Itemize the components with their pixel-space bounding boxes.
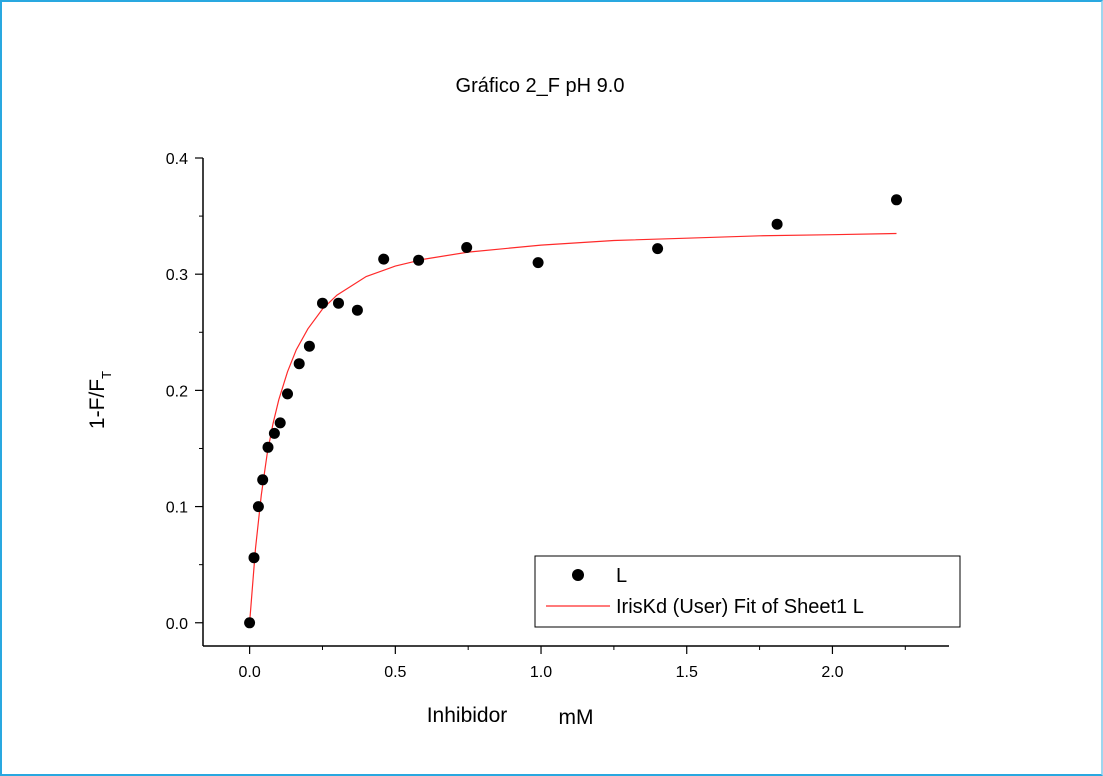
y-tick-label: 0.2 <box>166 383 188 400</box>
x-tick-label: 1.5 <box>676 664 698 681</box>
data-point <box>244 617 256 629</box>
data-point <box>303 340 315 352</box>
data-point <box>257 474 269 486</box>
data-point <box>532 257 544 269</box>
data-point <box>891 194 902 206</box>
y-tick-label: 0.1 <box>166 500 188 517</box>
x-axis-title: Inhibidor <box>427 704 508 727</box>
data-point <box>274 417 286 429</box>
legend: L IrisKd (User) Fit of Sheet1 L <box>534 555 961 628</box>
tick-marks <box>195 157 906 654</box>
y-axis-title: 1-F/FT <box>86 371 114 429</box>
data-point <box>378 253 390 265</box>
x-tick-label: 0.0 <box>239 664 261 681</box>
legend-label-points: L <box>616 565 627 587</box>
data-point <box>461 242 473 253</box>
y-axis-title-main: 1-F/F <box>86 379 109 429</box>
legend-label-fit: IrisKd (User) Fit of Sheet1 L <box>616 596 864 618</box>
tick-labels: 0.0 0.5 1.0 1.5 2.0 0.0 0.1 0.2 0.3 0.4 <box>166 151 844 681</box>
y-axis-title-subscript: T <box>99 371 114 379</box>
y-tick-label: 0.4 <box>166 151 188 168</box>
data-point <box>413 254 425 266</box>
data-point <box>282 388 293 400</box>
data-point <box>333 297 344 309</box>
legend-marker-points <box>572 569 584 581</box>
y-tick-label: 0.3 <box>166 267 188 284</box>
data-point <box>317 297 328 309</box>
data-point <box>652 243 664 255</box>
chart-title: Gráfico 2_F pH 9.0 <box>456 75 625 97</box>
x-tick-label: 0.5 <box>384 664 406 681</box>
y-axis-title-group: 1-F/FT <box>86 371 114 429</box>
data-points-series <box>244 194 902 629</box>
data-point <box>771 218 783 230</box>
data-point <box>252 501 264 513</box>
y-tick-label: 0.0 <box>166 616 188 633</box>
data-point <box>351 304 363 316</box>
x-tick-label: 2.0 <box>821 664 843 681</box>
x-tick-label: 1.0 <box>530 664 552 681</box>
legend-box <box>534 555 961 628</box>
data-point <box>268 427 280 439</box>
x-axis-unit: mM <box>559 706 594 729</box>
data-point <box>248 552 260 564</box>
data-point <box>293 358 305 370</box>
data-point <box>262 441 274 453</box>
